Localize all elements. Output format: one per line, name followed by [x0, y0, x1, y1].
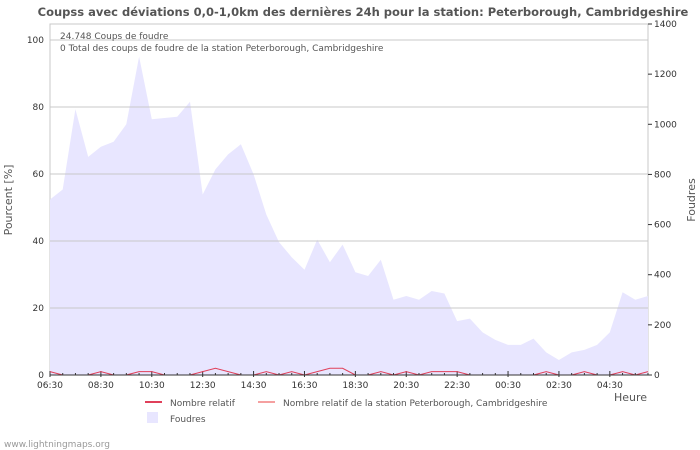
y-tick-right: 600	[654, 221, 671, 231]
x-tick-label: 18:30	[342, 381, 368, 391]
x-tick-label: 00:30	[495, 381, 521, 391]
chart-title: Coupss avec déviations 0,0-1,0km des der…	[38, 5, 689, 19]
y-tick-left: 100	[27, 36, 44, 46]
y-tick-right: 1200	[654, 70, 677, 80]
x-tick-label: 08:30	[88, 381, 114, 391]
legend-swatch-foudres	[147, 412, 158, 423]
y-tick-right: 1000	[654, 120, 677, 130]
footer-credit: www.lightningmaps.org	[4, 440, 110, 450]
relatif-line	[49, 367, 649, 376]
y-tick-right: 800	[654, 170, 671, 180]
legend-station: Nombre relatif de la station Peterboroug…	[283, 399, 548, 409]
foudres-area	[50, 56, 648, 375]
y-axis-left-label: Pourcent [%]	[2, 165, 15, 236]
y-tick-right: 400	[654, 271, 671, 281]
y-tick-right: 1400	[654, 20, 677, 30]
legend-foudres: Foudres	[170, 415, 206, 425]
y-tick-left: 0	[38, 371, 44, 381]
legend-relatif: Nombre relatif	[170, 399, 236, 409]
y-tick-left: 80	[33, 103, 45, 113]
y-tick-left: 60	[33, 170, 45, 180]
y-tick-right: 0	[654, 371, 660, 381]
x-tick-label: 06:30	[37, 381, 63, 391]
y-tick-left: 20	[33, 304, 45, 314]
annotation-station: 0 Total des coups de foudre de la statio…	[60, 44, 384, 54]
x-tick-label: 10:30	[139, 381, 165, 391]
x-axis-label: Heure	[614, 391, 647, 404]
y-tick-left: 40	[33, 237, 45, 247]
x-tick-label: 22:30	[444, 381, 470, 391]
x-tick-label: 16:30	[291, 381, 317, 391]
x-tick-label: 14:30	[241, 381, 267, 391]
x-tick-label: 04:30	[597, 381, 623, 391]
x-tick-label: 12:30	[190, 381, 216, 391]
x-tick-label: 20:30	[393, 381, 419, 391]
y-tick-right: 200	[654, 321, 671, 331]
y-axis-right-label: Foudres	[685, 178, 698, 222]
x-tick-label: 02:30	[546, 381, 572, 391]
annotation-total: 24.748 Coups de foudre	[60, 32, 169, 42]
